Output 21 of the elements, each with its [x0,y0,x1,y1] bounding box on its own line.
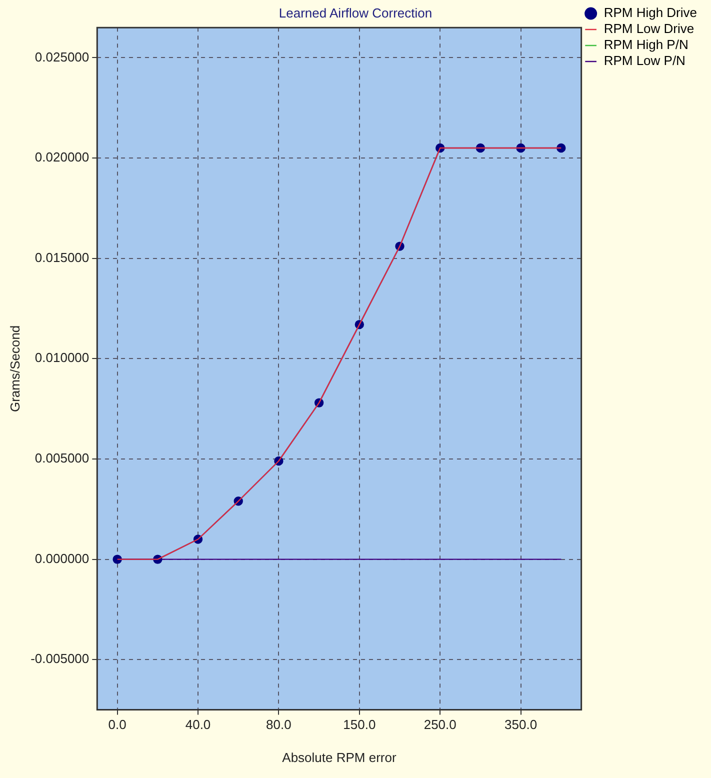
y-axis-title: Grams/Second [7,325,22,412]
x-tick-label: 40.0 [185,717,211,732]
y-tick-label: 0.015000 [34,250,90,265]
y-tick-label: 0.000000 [34,550,90,566]
point [556,143,566,153]
x-tick-label: 80.0 [266,717,292,732]
x-axis-title: Absolute RPM error [282,750,397,765]
x-tick-label: 250.0 [424,717,456,732]
chart-title: Learned Airflow Correction [278,5,432,20]
x-tick-label: 350.0 [504,717,538,732]
y-tick-label: 0.005000 [34,450,90,466]
x-tick-label: 150.0 [343,717,376,732]
y-tick-label: 0.020000 [34,150,90,165]
y-tick-label: 0.025000 [34,49,90,64]
x-tick-label: 0.0 [108,717,126,732]
y-tick-label: -0.005000 [30,651,90,666]
legend-label: RPM High P/N [604,37,688,52]
legend-label: RPM Low Drive [604,21,694,36]
legend-label: RPM Low P/N [604,53,686,68]
y-tick-label: 0.010000 [34,350,90,366]
legend-label: RPM High Drive [604,5,698,20]
